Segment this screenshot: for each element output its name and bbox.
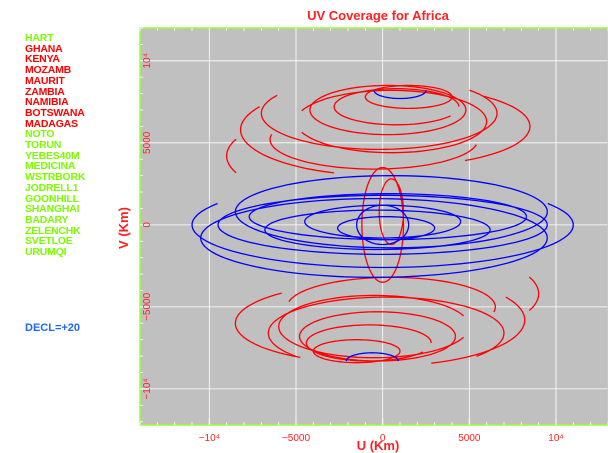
uv-track [431,296,526,364]
station-legend: HART GHANA KENYA MOZAMB MAURIT ZAMBIA NAMIBIA B… [25,33,85,258]
legend-station: KENYA [25,53,60,66]
uv-tracks [191,84,574,364]
uv-track [528,276,540,312]
legend-station: MAURIT [25,74,65,87]
legend-station: MOZAMB [25,64,72,77]
legend-station: MADAGAS [25,117,78,130]
legend-station: GHANA [25,42,63,55]
uv-track [312,339,401,364]
uv-track [464,95,531,162]
declination-label: DECL=+20 [25,322,81,334]
uv-track [333,88,460,126]
uv-track [336,216,436,241]
uv-track [267,296,505,357]
legend-station: WSTRBORK [25,171,86,184]
uv-track [191,202,574,269]
x-tick-label: −5000 [282,433,311,444]
axis-ticks [139,27,608,425]
legend-station: JODRELL1 [25,181,79,194]
uv-track [260,89,498,151]
grid-lines [140,28,608,425]
x-axis-label: U (Km) [357,438,400,453]
legend-station: ZELENCHK [25,224,81,237]
x-tick-labels: −10⁴ −5000 0 5000 10⁴ [199,433,564,444]
uv-track [305,324,432,362]
legend-station: URUMQI [25,246,67,259]
y-tick-labels: −10⁴ −5000 0 5000 10⁴ [142,53,153,399]
x-tick-label: 10⁴ [548,433,563,444]
y-tick-label: 0 [142,222,153,228]
uv-track [200,197,548,278]
uv-track [234,175,548,249]
uv-track [373,90,427,100]
plot-area [140,28,608,425]
uv-track [248,193,528,241]
uv-track [217,194,548,256]
legend-station: BOTSWANA [25,106,85,119]
legend-station: ZAMBIA [25,85,65,98]
legend-station: YEBES40M [25,149,80,162]
y-tick-label: 10⁴ [142,53,153,68]
uv-track [356,204,410,246]
x-tick-label: 5000 [458,433,481,444]
uv-track [309,84,467,136]
legend-station: NOTO [25,128,55,141]
uv-track [364,84,453,110]
legend-station: TORUN [25,139,62,152]
uv-track [288,276,496,313]
legend-station: BADARY [25,213,69,226]
y-tick-label: −10⁴ [142,378,153,399]
uv-track [226,138,237,174]
legend-station: MEDICINA [25,160,76,173]
uv-track [298,311,457,362]
legend-station: NAMIBIA [25,96,69,109]
uv-track [239,106,335,174]
y-axis-label: V (Km) [116,207,131,249]
chart-title: UV Coverage for Africa [307,8,450,23]
legend-station: GOONHILL [25,192,79,205]
y-tick-label: −5000 [142,292,153,321]
legend-station: SVETLOE [25,235,73,248]
legend-station: SHANGHAI [25,203,80,216]
uv-track [345,352,399,362]
legend-station: HART [25,32,54,44]
uv-track [234,292,301,359]
plot-frame [139,27,608,426]
x-tick-label: −10⁴ [199,433,220,444]
y-tick-label: 5000 [142,131,153,154]
x-tick-label: 0 [380,433,386,444]
uv-track [269,134,477,170]
